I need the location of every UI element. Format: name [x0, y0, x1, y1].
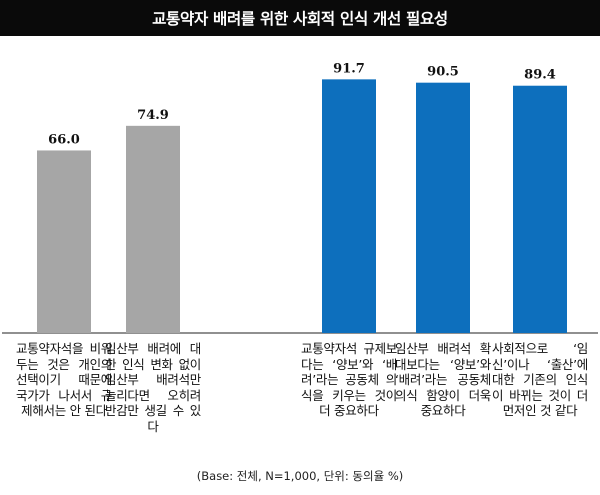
category-label-2: 임산부 배려에 대한 인식 변화 없이 임산부 배려석만 늘리다면 오히려 반감… [105, 341, 201, 434]
category-label-1: 교통약자석을 비워두는 것은 개인의 선택이기 때문에 국가가 나서서 규제해서… [16, 341, 112, 418]
value-label-5: 89.4 [524, 68, 556, 83]
value-label-3: 91.7 [333, 61, 365, 76]
bar-1 [37, 150, 91, 333]
bar-chart: 66.0 74.9 91.7 90.5 89.4 [2, 61, 598, 334]
bar-4 [416, 82, 470, 333]
category-label-5: 사회적으로 ‘임신’이나 ‘출산’에 대한 기존의 인식이 바뀌는 것이 더 먼… [492, 341, 588, 418]
bar-3 [322, 79, 376, 333]
category-label-3: 교통약자석 규제보다는 ‘양보’와 ‘배려’라는 공동체 의식을 키우는 것이 … [301, 341, 397, 418]
footnote: (Base: 전체, N=1,000, 단위: 동의율 %) [196, 469, 404, 483]
value-label-4: 90.5 [427, 65, 459, 80]
chart-title: 교통약자 배려를 위한 사회적 인식 개선 필요성 [152, 10, 448, 28]
value-label-2: 74.9 [137, 108, 169, 123]
category-label-4: 임산부 배려석 확대보다는 ‘양보’와 ‘배려’라는 공동체 의식 함양이 더욱… [395, 341, 491, 418]
title-bar: 교통약자 배려를 위한 사회적 인식 개선 필요성 [0, 0, 600, 36]
bar-2 [126, 125, 180, 333]
bar-5 [513, 85, 567, 333]
value-label-1: 66.0 [48, 132, 80, 147]
